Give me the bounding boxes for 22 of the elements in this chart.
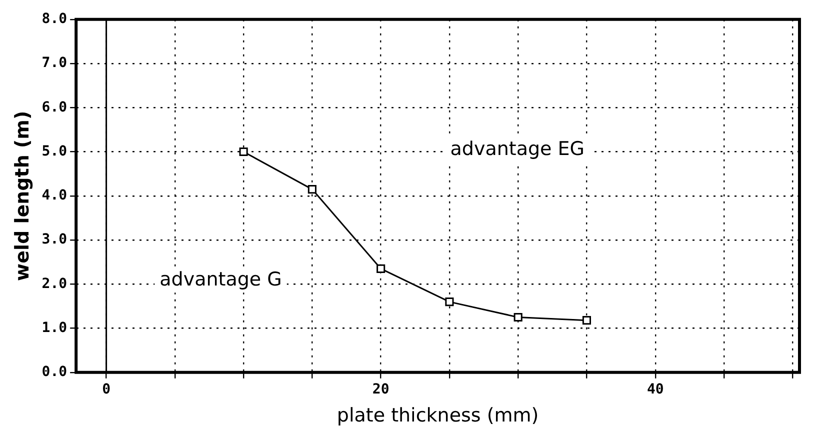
y-tick-label: 1.0	[42, 320, 68, 336]
y-tick-label: 2.0	[42, 276, 68, 292]
point	[514, 312, 522, 322]
x-axis-title: plate thickness (mm)	[336, 404, 539, 427]
y-axis-title: weld length (m)	[11, 110, 34, 281]
annotation: advantage G	[160, 268, 282, 291]
x-tick-label: 0	[102, 381, 111, 398]
y-tick-label: 0.0	[42, 364, 68, 380]
point	[239, 147, 248, 156]
point	[445, 298, 454, 306]
y-tick-label: 3.0	[42, 232, 68, 248]
point	[582, 316, 592, 325]
x-tick-label: 40	[646, 381, 664, 398]
annotation: advantage EG	[450, 138, 584, 160]
point	[376, 264, 386, 273]
y-tick-label: 5.0	[42, 143, 68, 160]
y-tick-label: 7.0	[42, 55, 68, 72]
y-tick-label: 4.0	[42, 188, 68, 204]
point	[308, 184, 316, 194]
x-tick-label: 20	[372, 381, 390, 398]
y-tick-label: 8.0	[42, 11, 68, 28]
y-tick-label: 6.0	[42, 99, 68, 116]
